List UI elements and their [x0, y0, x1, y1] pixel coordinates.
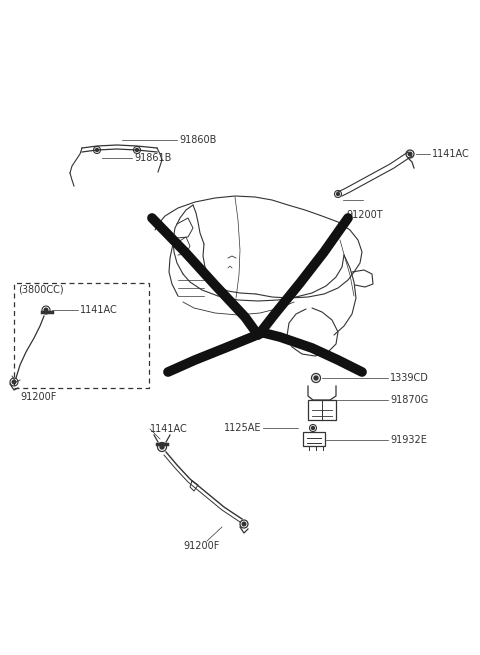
Circle shape	[312, 426, 314, 430]
Circle shape	[160, 445, 164, 449]
Circle shape	[242, 522, 246, 526]
Text: 1125AE: 1125AE	[224, 423, 261, 433]
Text: 1141AC: 1141AC	[150, 424, 188, 434]
Text: 1339CD: 1339CD	[390, 373, 429, 383]
Circle shape	[12, 380, 16, 384]
Circle shape	[314, 376, 318, 380]
Text: 91200F: 91200F	[20, 392, 56, 402]
Text: 1141AC: 1141AC	[80, 305, 118, 315]
Text: 91861B: 91861B	[134, 153, 171, 163]
Text: 1141AC: 1141AC	[432, 149, 470, 159]
Circle shape	[96, 149, 98, 151]
Bar	[14, 283, 149, 388]
Text: 91932E: 91932E	[390, 435, 427, 445]
Text: 91200F: 91200F	[184, 541, 220, 551]
Circle shape	[408, 152, 412, 156]
Text: 91860B: 91860B	[179, 135, 216, 145]
Bar	[308, 400, 336, 420]
Circle shape	[336, 193, 339, 195]
Text: 91870G: 91870G	[390, 395, 428, 405]
Text: (3800CC): (3800CC)	[18, 285, 64, 295]
Circle shape	[44, 309, 48, 312]
Text: 91200T: 91200T	[346, 210, 383, 220]
Circle shape	[135, 149, 139, 151]
Bar	[303, 432, 325, 446]
